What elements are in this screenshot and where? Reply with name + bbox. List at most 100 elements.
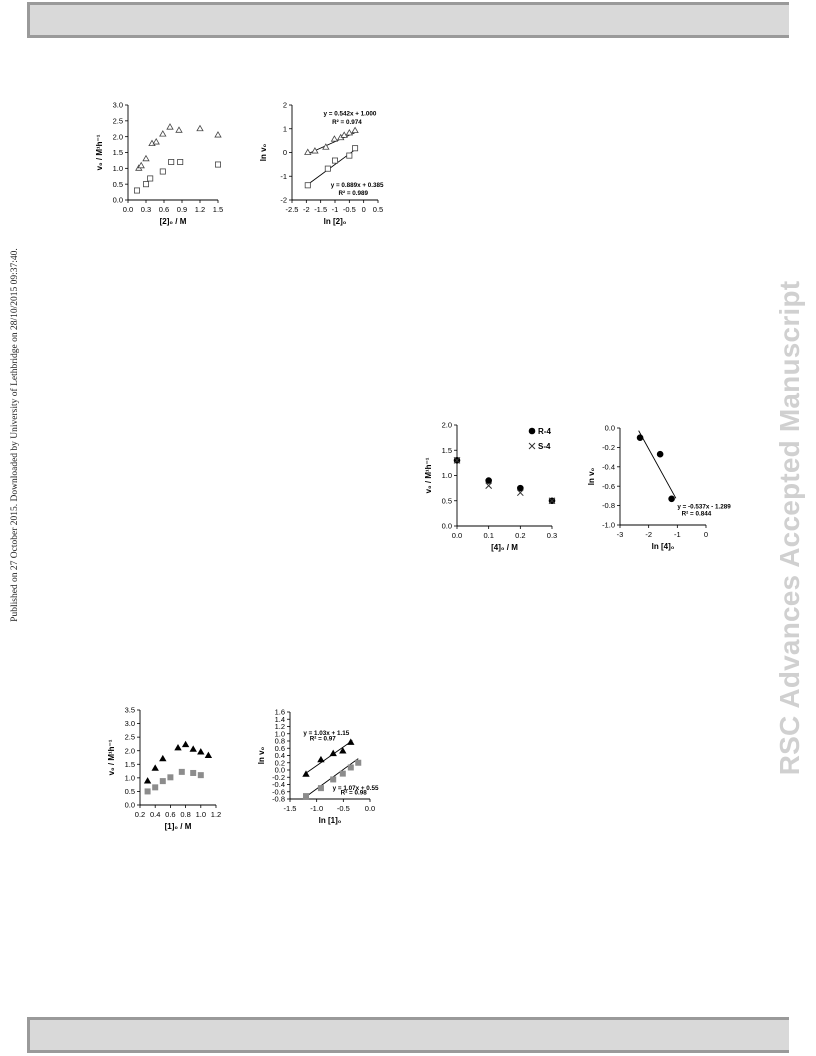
data-point xyxy=(143,181,150,188)
x-tick-label: 0 xyxy=(362,205,366,214)
y-tick-label: 0.5 xyxy=(113,180,123,189)
data-point xyxy=(548,497,556,505)
data-point xyxy=(204,751,213,758)
fit-equation-label: R² = 0.844 xyxy=(682,510,712,517)
y-tick-label: -2 xyxy=(280,196,287,205)
y-tick-label: 2.5 xyxy=(125,733,135,742)
x-tick-label: 0.8 xyxy=(180,810,190,819)
data-point xyxy=(636,434,644,442)
series-1 xyxy=(453,457,556,505)
data-point xyxy=(147,175,154,182)
x-axis-title: [2]₀ / M xyxy=(160,217,187,226)
chart-v0-vs-4: 0.0 0.1 0.2 0.3 0.0 0.5 1.0 1.5 2.0 [4]₀ / M v₀ / … xyxy=(424,421,558,552)
x-tick-label: -0.5 xyxy=(343,205,356,214)
fit-equation-label: y = 1.07x + 0.55 xyxy=(333,785,379,792)
data-point xyxy=(159,778,166,785)
y-tick-label: 1.6 xyxy=(275,708,285,717)
y-tick-label: 2.0 xyxy=(125,746,135,755)
axes: 0.0 0.1 0.2 0.3 0.0 0.5 1.0 1.5 2.0 xyxy=(442,421,558,540)
y-axis-title: v₀ / M¹h⁻¹ xyxy=(424,457,433,493)
x-tick-label: 1.2 xyxy=(211,810,221,819)
fit-equation-label: y = 0.542x + 1.000 xyxy=(324,111,377,118)
x-tick-label: 0.4 xyxy=(150,810,160,819)
data-point xyxy=(177,159,184,166)
axes: -1.5 -1.0 -0.5 0.0-0.8-0.6-0.4-0.20.00.20.4… xyxy=(272,708,375,813)
x-axis-title: [1]₀ / M xyxy=(165,822,192,831)
data-point xyxy=(304,182,311,189)
x-tick-label: 0.5 xyxy=(373,205,383,214)
data-point xyxy=(175,126,183,133)
x-tick-label: -2.5 xyxy=(286,205,299,214)
y-tick-label: 0.0 xyxy=(275,766,285,775)
header-bar xyxy=(27,2,789,38)
data-point xyxy=(159,754,167,762)
data-point xyxy=(143,777,152,784)
x-tick-label: -1 xyxy=(674,530,681,539)
fit-equation-label: R² = 0.989 xyxy=(338,190,368,197)
x-tick-label: -1.0 xyxy=(310,804,323,813)
x-tick-label: 1.5 xyxy=(213,205,223,214)
data-point xyxy=(324,165,331,172)
y-tick-label: 0 xyxy=(283,148,287,157)
data-point xyxy=(516,489,524,497)
data-point xyxy=(168,159,175,166)
y-tick-label: -0.4 xyxy=(602,462,615,471)
axes: -3 -2 -1 0 -1.0 -0.8 -0.6 -0.4 -0.2 0.0 xyxy=(602,424,708,539)
y-tick-label: -0.6 xyxy=(272,787,285,796)
fit-equation-label: R² = 0.98 xyxy=(341,790,368,797)
legend-marker xyxy=(528,442,536,450)
data-point xyxy=(197,772,204,779)
x-tick-label: 0.6 xyxy=(165,810,175,819)
y-tick-label: 2.0 xyxy=(442,421,452,430)
x-tick-label: 0.9 xyxy=(177,205,187,214)
data-point xyxy=(159,168,166,175)
data-point xyxy=(167,774,174,781)
y-tick-label: 1 xyxy=(283,124,287,133)
y-axis-title: ln v₀ xyxy=(259,143,268,161)
data-point xyxy=(322,143,330,150)
journal-watermark-text: RSC Advances Accepted Manuscript xyxy=(774,280,805,776)
data-point xyxy=(453,456,461,464)
data-point xyxy=(137,161,145,169)
data-point xyxy=(345,129,354,136)
y-tick-label: 1.0 xyxy=(113,164,123,173)
x-tick-label: 0.2 xyxy=(515,531,525,540)
data-point xyxy=(174,743,182,751)
fit-equation-label: y = 0.889x + 0.385 xyxy=(331,182,384,189)
data-point xyxy=(152,784,159,791)
y-tick-label: 2.5 xyxy=(113,116,123,125)
x-axis-title: ln [4]₀ xyxy=(652,542,675,551)
y-tick-label: 0.6 xyxy=(275,744,285,753)
publication-note-text: Published on 27 October 2015. Downloaded… xyxy=(10,248,20,622)
data-point xyxy=(485,477,492,484)
data-point xyxy=(196,124,204,132)
series-1 xyxy=(302,738,355,777)
legend-label: S-4 xyxy=(538,442,551,451)
y-tick-label: -0.2 xyxy=(602,443,615,452)
y-tick-label: 0.5 xyxy=(125,787,135,796)
x-axis-title: [4]₀ / M xyxy=(491,543,518,552)
y-tick-label: 3.0 xyxy=(113,101,123,110)
data-point xyxy=(330,776,337,783)
y-tick-label: 0.0 xyxy=(605,424,615,433)
x-tick-label: -2 xyxy=(303,205,310,214)
x-tick-label: 0.6 xyxy=(159,205,169,214)
y-tick-label: -0.8 xyxy=(272,795,285,804)
data-point xyxy=(197,748,205,755)
chart-lnv0-vs-ln1: -1.5 -1.0 -0.5 0.0-0.8-0.6-0.4-0.20.00.20.4… xyxy=(257,708,379,825)
data-point xyxy=(347,764,354,771)
y-tick-label: -0.2 xyxy=(272,773,285,782)
data-point xyxy=(159,130,167,137)
y-axis-title: v₀ / M¹h⁻¹ xyxy=(107,739,116,775)
y-tick-label: 1.0 xyxy=(275,729,285,738)
y-tick-label: 0.4 xyxy=(275,751,285,760)
data-point xyxy=(166,123,174,130)
series-2 xyxy=(144,768,204,795)
legend-label: R-4 xyxy=(538,427,551,436)
chart-v0-vs-1: 0.2 0.4 0.6 0.8 1.0 1.2 0.0 0.5 1.0 1.5 2.0 2.5 3.0 3… xyxy=(107,706,221,831)
data-point xyxy=(330,135,339,142)
x-tick-label: -0.5 xyxy=(337,804,350,813)
series-1 xyxy=(304,126,359,155)
y-tick-label: 0.0 xyxy=(113,196,123,205)
legend: R-4 S-4 xyxy=(528,427,551,451)
